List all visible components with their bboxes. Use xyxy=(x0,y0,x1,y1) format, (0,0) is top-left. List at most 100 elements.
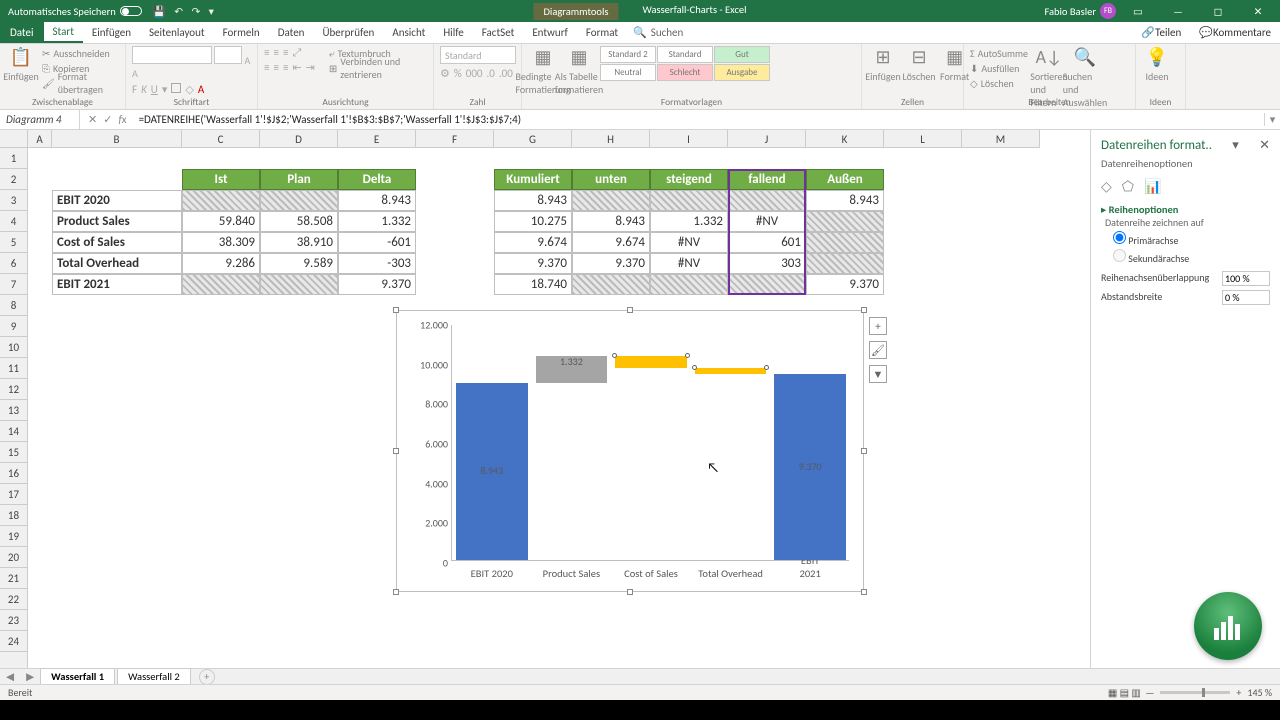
column-header[interactable]: K xyxy=(806,130,884,148)
fx-icon[interactable]: fx xyxy=(118,113,126,126)
row-header[interactable]: 3 xyxy=(0,190,27,211)
user-name[interactable]: Fabio Basler xyxy=(1044,5,1096,18)
row-header[interactable]: 12 xyxy=(0,379,27,400)
row-header[interactable]: 5 xyxy=(0,232,27,253)
cell[interactable]: #NV xyxy=(650,253,728,274)
cell[interactable]: 8.943 xyxy=(338,190,416,211)
cell[interactable]: 9.674 xyxy=(494,232,572,253)
format-painter-button[interactable]: 🖌 Format übertragen xyxy=(42,76,119,90)
cell[interactable]: 8.943 xyxy=(806,190,884,211)
conditional-formatting-button[interactable]: ▦Bedingte Formatierung xyxy=(528,46,558,96)
close-pane-button[interactable]: ✕ xyxy=(1259,138,1270,153)
cell[interactable]: EBIT 2020 xyxy=(52,190,182,211)
row-header[interactable]: 19 xyxy=(0,526,27,547)
add-sheet-button[interactable]: + xyxy=(199,669,215,685)
ribbon-options-icon[interactable]: ▭ xyxy=(1120,0,1156,22)
column-header[interactable]: A xyxy=(28,130,52,148)
series-options-icon[interactable]: 📊 xyxy=(1144,178,1161,195)
cell[interactable]: Total Overhead xyxy=(52,253,182,274)
column-header[interactable]: B xyxy=(52,130,182,148)
cell[interactable]: 38.309 xyxy=(182,232,260,253)
fill-line-icon[interactable]: ◇ xyxy=(1101,178,1112,195)
align-row-1[interactable]: ≡≡≡ ⤢ xyxy=(264,46,315,60)
ribbon-tab-überprüfen[interactable]: Überprüfen xyxy=(313,22,383,43)
cell[interactable]: 1.332 xyxy=(650,211,728,232)
cell[interactable] xyxy=(728,190,806,211)
cell[interactable]: 601 xyxy=(728,232,806,253)
number-format-select[interactable]: Standard xyxy=(440,46,516,64)
tell-me-search[interactable]: 🔍 Suchen xyxy=(633,26,683,39)
cell[interactable]: 9.370 xyxy=(338,274,416,295)
cell[interactable]: #NV xyxy=(650,232,728,253)
column-header[interactable]: L xyxy=(884,130,962,148)
maximize-button[interactable]: ◻ xyxy=(1200,0,1236,22)
ribbon-tab-formeln[interactable]: Formeln xyxy=(214,22,269,43)
autosum-button[interactable]: Σ AutoSumme xyxy=(970,46,1028,60)
font-size-select[interactable] xyxy=(214,46,242,64)
sheet-nav-next[interactable]: ▶ xyxy=(20,670,40,683)
user-avatar[interactable]: FB xyxy=(1100,3,1116,19)
row-header[interactable]: 22 xyxy=(0,589,27,610)
clear-button[interactable]: ◇ Löschen xyxy=(970,76,1028,90)
sheet-nav-prev[interactable]: ◀ xyxy=(0,670,20,683)
column-header[interactable]: I xyxy=(650,130,728,148)
row-header[interactable]: 1 xyxy=(0,148,27,169)
cell[interactable] xyxy=(260,274,338,295)
cell[interactable]: Product Sales xyxy=(52,211,182,232)
save-icon[interactable]: 💾 xyxy=(153,5,166,18)
cell[interactable]: Ist xyxy=(182,169,260,190)
cell[interactable]: 9.286 xyxy=(182,253,260,274)
cell-styles-gallery[interactable]: Standard 2StandardGutNeutralSchlechtAusg… xyxy=(600,46,770,81)
minimize-button[interactable]: — xyxy=(1160,0,1196,22)
cell[interactable]: Cost of Sales xyxy=(52,232,182,253)
insert-cells-button[interactable]: ⊞Einfügen xyxy=(868,46,898,83)
cell[interactable] xyxy=(806,232,884,253)
column-header[interactable]: C xyxy=(182,130,260,148)
column-header[interactable]: H xyxy=(572,130,650,148)
column-header[interactable]: M xyxy=(962,130,1040,148)
cell[interactable]: Außen xyxy=(806,169,884,190)
cell[interactable]: 58.508 xyxy=(260,211,338,232)
zoom-slider[interactable]: — + 145 % xyxy=(1145,686,1272,699)
view-pagebreak-icon[interactable]: ▥ xyxy=(1131,686,1140,699)
waterfall-chart[interactable]: +🖌▼02.0004.0006.0008.00010.00012.000EBIT… xyxy=(396,310,864,592)
cell[interactable]: 9.370 xyxy=(572,253,650,274)
row-header[interactable]: 6 xyxy=(0,253,27,274)
fill-button[interactable]: ⬇ Ausfüllen xyxy=(970,61,1028,75)
cell[interactable]: EBIT 2021 xyxy=(52,274,182,295)
row-header[interactable]: 4 xyxy=(0,211,27,232)
cell[interactable]: 303 xyxy=(728,253,806,274)
cell[interactable] xyxy=(650,190,728,211)
cell[interactable] xyxy=(182,190,260,211)
paste-button[interactable]: 📋Einfügen xyxy=(6,46,36,83)
cell[interactable]: 9.370 xyxy=(494,253,572,274)
ribbon-tab-ansicht[interactable]: Ansicht xyxy=(383,22,434,43)
row-header[interactable]: 8 xyxy=(0,295,27,316)
row-header[interactable]: 15 xyxy=(0,442,27,463)
row-header[interactable]: 16 xyxy=(0,463,27,484)
chart-styles-button[interactable]: 🖌 xyxy=(869,341,887,359)
cell[interactable]: Delta xyxy=(338,169,416,190)
cell[interactable] xyxy=(572,274,650,295)
autosave-toggle[interactable]: Automatisches Speichern xyxy=(8,5,142,18)
ribbon-tab-seitenlayout[interactable]: Seitenlayout xyxy=(140,22,214,43)
cell[interactable]: 8.943 xyxy=(494,190,572,211)
gap-width-input[interactable] xyxy=(1222,290,1270,305)
chart-filters-button[interactable]: ▼ xyxy=(869,365,887,383)
worksheet-grid[interactable]: ABCDEFGHIJKLM 12345678910111213141516171… xyxy=(0,130,1088,668)
cell[interactable] xyxy=(182,274,260,295)
cell[interactable] xyxy=(806,253,884,274)
cell[interactable]: Plan xyxy=(260,169,338,190)
redo-icon[interactable]: ↷ xyxy=(191,5,200,18)
row-header[interactable]: 10 xyxy=(0,337,27,358)
cell[interactable]: 18.740 xyxy=(494,274,572,295)
cancel-formula-icon[interactable]: ✕ xyxy=(88,113,97,126)
ribbon-tab-daten[interactable]: Daten xyxy=(269,22,314,43)
merge-center-button[interactable]: ⊞ Verbinden und zentrieren xyxy=(329,61,427,75)
ribbon-tab-format[interactable]: Format xyxy=(577,22,627,43)
ideas-button[interactable]: 💡Ideen xyxy=(1142,46,1172,83)
row-header[interactable]: 14 xyxy=(0,421,27,442)
chart-elements-button[interactable]: + xyxy=(869,317,887,335)
ribbon-tab-hilfe[interactable]: Hilfe xyxy=(434,22,472,43)
row-header[interactable]: 17 xyxy=(0,484,27,505)
